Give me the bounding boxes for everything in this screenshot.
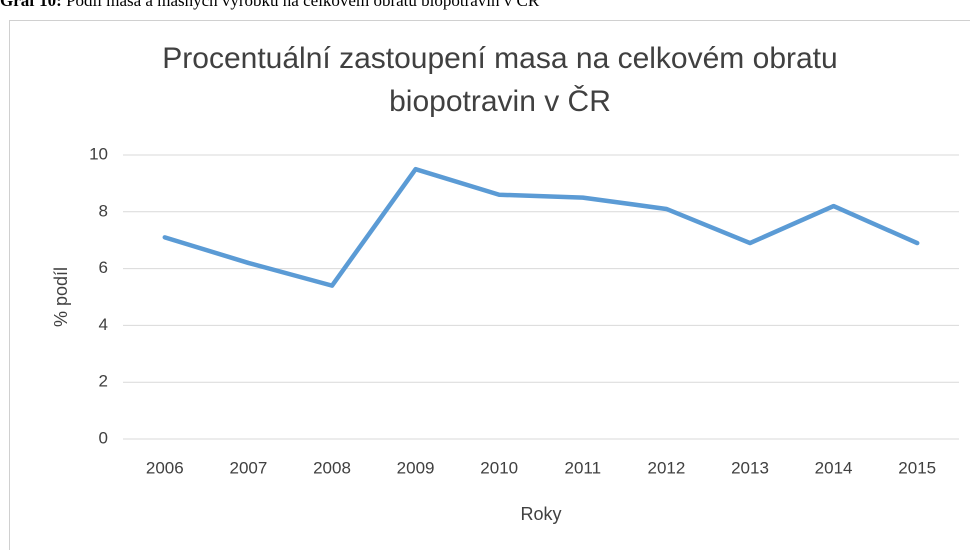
y-tick-label: 6: [99, 258, 108, 277]
caption: Graf 10: Podíl masa a masných výrobků na…: [0, 0, 540, 10]
x-tick-label: 2007: [229, 458, 267, 477]
caption-text: Podíl masa a masných výrobků na celkovém…: [66, 0, 540, 10]
x-tick-label: 2012: [647, 458, 685, 477]
x-axis-title: Roky: [520, 504, 561, 524]
y-tick-label: 2: [99, 372, 108, 391]
chart-frame: [9, 20, 970, 550]
x-tick-label: 2009: [397, 458, 435, 477]
caption-label: Graf 10:: [0, 0, 62, 10]
x-tick-label: 2010: [480, 458, 518, 477]
x-tick-label: 2015: [898, 458, 936, 477]
x-tick-label: 2013: [731, 458, 769, 477]
x-tick-label: 2011: [565, 458, 602, 477]
chart-title: Procentuální zastoupení masa na celkovém…: [162, 42, 837, 75]
x-tick-label: 2008: [313, 458, 351, 477]
y-tick-label: 10: [89, 144, 108, 163]
chart-title: biopotravin v ČR: [389, 84, 611, 118]
line-series: [162, 166, 920, 288]
x-tick-label: 2006: [146, 458, 184, 477]
y-axis-title: % podíl: [51, 267, 71, 327]
y-tick-label: 0: [99, 428, 108, 447]
x-tick-label: 2014: [815, 458, 853, 477]
y-tick-label: 8: [99, 201, 108, 220]
y-tick-label: 4: [99, 315, 108, 334]
